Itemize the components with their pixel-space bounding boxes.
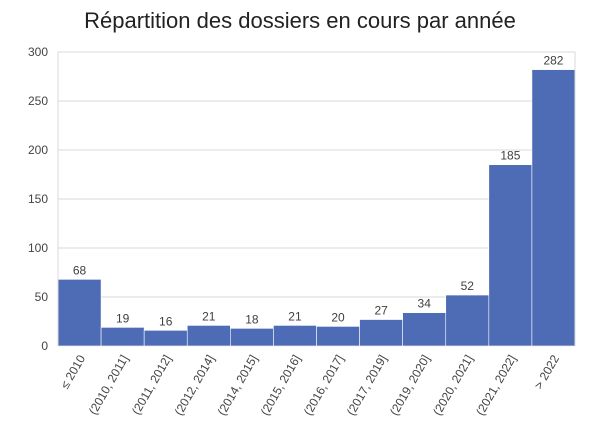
bar	[100, 327, 145, 347]
data-label: 16	[159, 314, 173, 328]
bar	[230, 328, 274, 347]
bar	[273, 325, 317, 347]
y-tick-label: 0	[41, 339, 48, 353]
bars	[57, 69, 576, 347]
data-label: 20	[331, 310, 345, 324]
bar	[186, 325, 231, 347]
x-tick-label: (2016, 2017]	[301, 353, 347, 418]
data-label: 18	[245, 312, 259, 326]
data-label: 19	[116, 311, 130, 325]
x-tick-label: (2020, 2021]	[430, 352, 476, 417]
x-tick-label: > 2022	[531, 352, 562, 391]
data-label: 185	[500, 149, 520, 163]
bar	[359, 319, 403, 347]
data-label: 282	[543, 54, 563, 68]
bar	[402, 312, 447, 347]
y-tick-label: 50	[35, 290, 49, 304]
y-tick-label: 250	[28, 94, 48, 108]
x-tick-label: ≤ 2010	[58, 352, 89, 391]
bar	[445, 294, 490, 347]
data-label: 21	[288, 309, 302, 323]
bar	[143, 330, 188, 347]
bar	[316, 326, 360, 347]
bar	[531, 69, 576, 347]
x-tick-label: (2011, 2012]	[129, 353, 174, 418]
data-labels: 68 19 16 21 18 21 20 27 34 52 185 282	[73, 54, 564, 329]
x-tick-label: (2021, 2022]	[473, 353, 519, 418]
y-tick-label: 200	[28, 143, 48, 157]
x-tick-label: (2015, 2016]	[258, 353, 304, 418]
data-label: 52	[461, 279, 475, 293]
data-label: 68	[73, 263, 87, 277]
x-tick-label: (2012, 2014]	[172, 353, 218, 418]
data-label: 34	[418, 297, 432, 311]
y-tick-label: 150	[28, 192, 48, 206]
bar	[57, 279, 102, 347]
x-tick-label: (2014, 2015]	[215, 353, 261, 418]
chart-title: Répartition des dossiers en cours par an…	[84, 8, 516, 33]
x-tick-label: (2019, 2020]	[387, 353, 433, 418]
x-tick-label: (2010, 2011]	[86, 353, 131, 418]
data-label: 27	[374, 304, 388, 318]
y-tick-label: 300	[28, 45, 48, 59]
y-tick-label: 100	[28, 241, 48, 255]
bar	[488, 164, 533, 347]
data-label: 21	[202, 309, 216, 323]
x-tick-label: (2017, 2019]	[344, 353, 390, 418]
